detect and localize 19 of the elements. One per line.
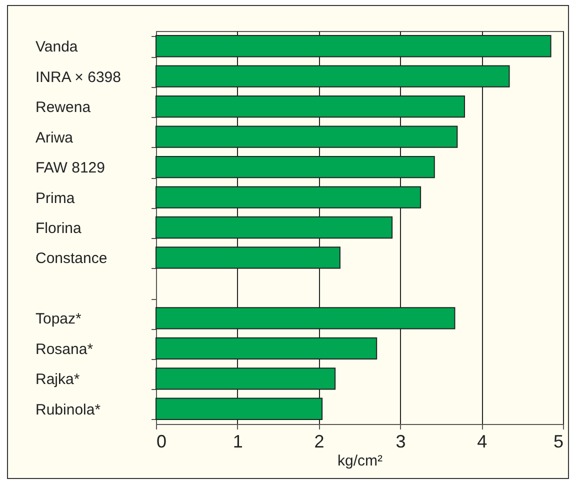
x-tick-label: 2: [314, 432, 324, 452]
y-tick-label: Rajka*: [36, 371, 80, 388]
y-tick-label: Rosana*: [36, 340, 94, 358]
x-tick-label: 5: [553, 432, 564, 452]
y-tick-label: Topaz*: [36, 310, 82, 328]
y-tick-label: Vanda: [36, 38, 78, 56]
y-tick-label: Constance: [36, 250, 108, 268]
x-tick-label: 3: [396, 432, 406, 452]
x-tick-label: 0: [156, 432, 167, 452]
y-tick-label: Ariwa: [36, 129, 74, 146]
x-tick-label: 4: [477, 432, 488, 452]
y-tick-label: Rubinola*: [36, 401, 101, 418]
y-tick-label: Rewena: [36, 99, 92, 116]
y-tick-label: FAW 8129: [36, 160, 105, 177]
y-tick-label: Florina: [36, 220, 82, 237]
y-tick-label: Prima: [36, 190, 76, 207]
x-tick-label: 1: [232, 432, 243, 452]
x-axis-title: kg/cm²: [338, 452, 383, 470]
y-tick-label: INRA × 6398: [36, 68, 121, 86]
